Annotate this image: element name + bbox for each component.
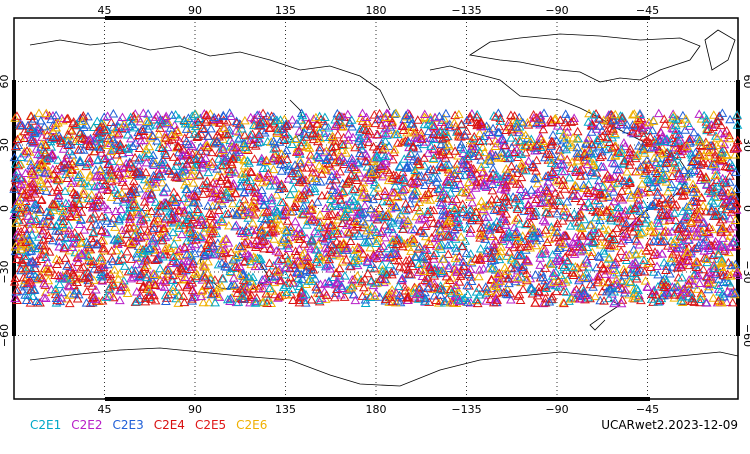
- occultation-marker: [172, 111, 180, 118]
- occultation-marker: [249, 219, 257, 226]
- occultation-marker: [308, 296, 316, 303]
- occultation-marker: [617, 247, 625, 254]
- occultation-marker: [386, 261, 394, 268]
- occultation-marker: [475, 273, 483, 280]
- occultation-marker: [549, 131, 557, 138]
- occultation-marker: [642, 277, 650, 284]
- occultation-marker: [109, 110, 117, 117]
- occultation-marker: [623, 168, 631, 175]
- occultation-marker: [517, 174, 525, 181]
- occultation-marker: [562, 110, 570, 117]
- occultation-marker: [664, 188, 672, 195]
- occultation-marker: [207, 125, 215, 132]
- occultation-marker: [123, 248, 131, 255]
- occultation-marker: [407, 247, 415, 254]
- occultation-marker: [35, 109, 43, 116]
- occultation-marker: [251, 155, 259, 162]
- occultation-marker: [464, 291, 472, 298]
- occultation-marker: [536, 261, 544, 268]
- occultation-marker: [596, 297, 604, 304]
- occultation-marker: [655, 110, 663, 117]
- occultation-marker: [444, 250, 452, 257]
- occultation-marker: [574, 128, 582, 135]
- occultation-marker: [156, 265, 164, 272]
- occultation-marker: [291, 218, 299, 225]
- occultation-marker: [83, 288, 91, 295]
- occultation-marker: [696, 279, 704, 286]
